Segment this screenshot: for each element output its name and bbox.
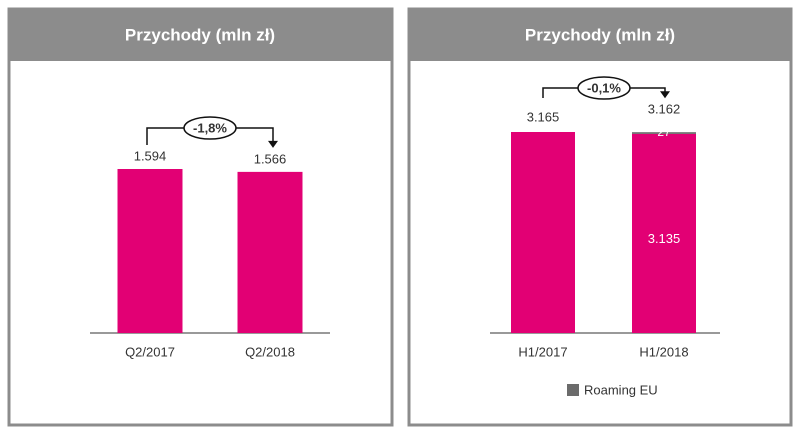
change-badge — [183, 116, 237, 140]
change-badge — [577, 76, 631, 100]
bar-segment — [632, 132, 696, 134]
x-tick-label: Q2/2018 — [245, 344, 295, 359]
value-label: 3.135 — [648, 231, 681, 246]
value-label: 1.594 — [134, 148, 167, 163]
bar — [117, 169, 183, 333]
x-tick-label: Q2/2017 — [125, 344, 175, 359]
x-tick-label: H1/2017 — [518, 344, 567, 359]
arrow-head — [268, 140, 278, 148]
panel — [7, 7, 394, 427]
bar-segment — [511, 132, 575, 333]
panel-header — [409, 9, 791, 61]
panel-header — [9, 9, 392, 61]
bar-segment — [632, 133, 696, 333]
legend-swatch — [567, 384, 579, 396]
total-label: 3.162 — [648, 102, 681, 117]
value-label: 27 — [657, 125, 671, 139]
value-label: 3.165 — [527, 109, 560, 124]
value-label: 1.566 — [254, 151, 287, 166]
panel — [407, 7, 793, 427]
x-tick-label: H1/2018 — [639, 344, 688, 359]
arrow-head — [660, 91, 670, 99]
chart-title: Przychody (mln zł) — [125, 25, 275, 44]
legend-label: Roaming EU — [584, 382, 658, 397]
bar — [237, 171, 303, 333]
chart-title: Przychody (mln zł) — [525, 25, 675, 44]
change-label: -1,8% — [193, 120, 227, 135]
change-label: -0,1% — [587, 80, 621, 95]
